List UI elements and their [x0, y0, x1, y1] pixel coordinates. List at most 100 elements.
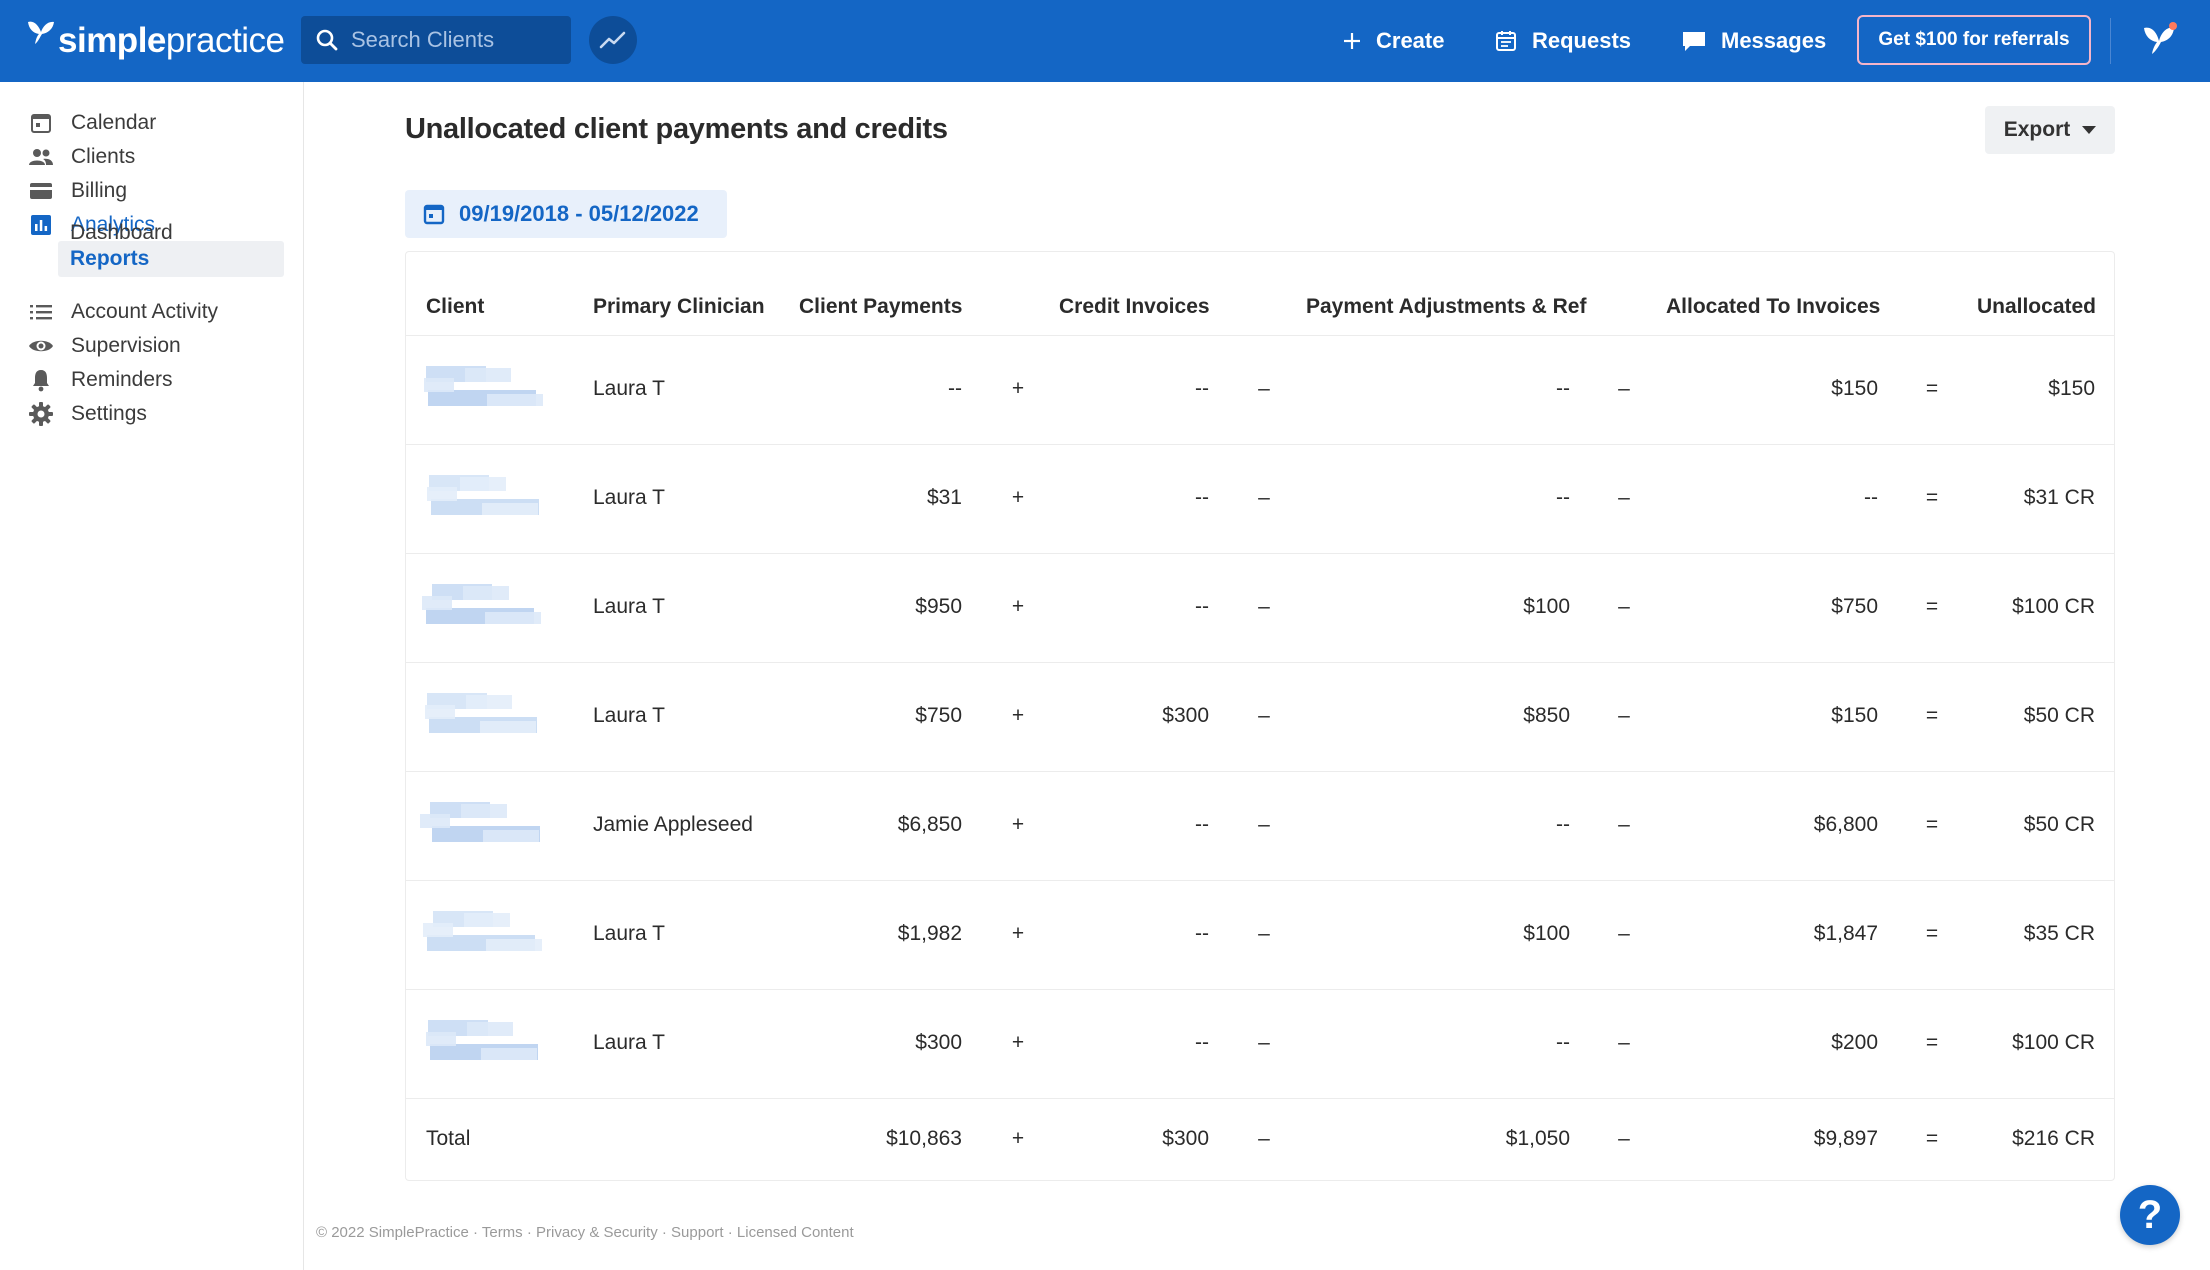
client-name-redacted[interactable]	[420, 469, 540, 533]
table-row[interactable]: Laura T $1,982 + -- – $100 – $1,847 = $35 CR	[406, 880, 2114, 989]
cell-credit-invoices: --	[1195, 813, 1209, 836]
cell-allocated-to-invoices: $150	[1831, 704, 1878, 727]
sidebar-subitem-label: Dashboard	[70, 221, 173, 244]
cell-allocated-to-invoices: $200	[1831, 1031, 1878, 1054]
plus-operator: +	[1011, 1127, 1025, 1150]
brand-logo[interactable]: simple practice	[26, 17, 285, 65]
cell-allocated-to-invoices: $1,847	[1813, 922, 1878, 945]
cell-client-payments: $31	[926, 486, 962, 509]
cell-allocated-to-invoices: --	[1864, 486, 1878, 509]
sidebar-item-label: Settings	[71, 402, 147, 425]
equals-operator: =	[1925, 922, 1939, 945]
sidebar-item-settings[interactable]: Settings	[28, 394, 147, 434]
cell-total-payment-adjustments: $1,050	[1505, 1127, 1570, 1150]
table-row[interactable]: Jamie Appleseed $6,850 + -- – -- – $6,800 = $50 C…	[406, 771, 2114, 880]
client-name-redacted[interactable]	[420, 578, 541, 642]
cell-unallocated: $100 CR	[2012, 1031, 2095, 1054]
search-input[interactable]	[351, 27, 561, 53]
column-header-credit-invoices[interactable]: Credit Invoices	[1059, 295, 1210, 318]
cell-payment-adjustments: --	[1556, 813, 1570, 836]
cell-unallocated: $100 CR	[2012, 595, 2095, 618]
sidebar-item-calendar[interactable]: Calendar	[28, 103, 156, 143]
profile-butterfly-icon[interactable]	[2140, 20, 2180, 60]
sidebar-item-analytics[interactable]: Analytics	[28, 205, 155, 245]
messages-button[interactable]: Messages	[1681, 22, 1826, 60]
analytics-shortcut-button[interactable]	[589, 16, 637, 64]
minus-operator: –	[1258, 813, 1270, 836]
cell-payment-adjustments: $100	[1523, 595, 1570, 618]
column-header-client[interactable]: Client	[426, 295, 485, 318]
eye-icon	[28, 333, 54, 359]
table-row[interactable]: Laura T $750 + $300 – $850 – $150 = $50 CR	[406, 662, 2114, 771]
minus-operator: –	[1258, 1127, 1270, 1150]
sidebar-item-account-activity[interactable]: Account Activity	[28, 292, 218, 332]
plus-operator: +	[1011, 377, 1025, 400]
referral-button[interactable]: Get $100 for referrals	[1857, 15, 2091, 65]
cell-payment-adjustments: --	[1556, 486, 1570, 509]
table-row[interactable]: Laura T $31 + -- – -- – -- = $31 CR	[406, 444, 2114, 553]
date-range-picker[interactable]: 09/19/2018 - 05/12/2022	[405, 190, 727, 238]
table-row[interactable]: Laura T $950 + -- – $100 – $750 = $100 CR	[406, 553, 2114, 662]
sidebar-subitem-dashboard[interactable]: Dashboard	[58, 215, 284, 251]
plus-operator: +	[1011, 922, 1025, 945]
create-label: Create	[1376, 28, 1445, 53]
plus-operator: +	[1011, 595, 1025, 618]
cell-payment-adjustments: $100	[1523, 922, 1570, 945]
minus-operator: –	[1618, 377, 1630, 400]
minus-operator: –	[1618, 1031, 1630, 1054]
cell-primary-clinician: Laura T	[593, 595, 665, 618]
cell-allocated-to-invoices: $150	[1831, 377, 1878, 400]
cell-unallocated: $31 CR	[2023, 486, 2095, 509]
sidebar-item-label: Clients	[71, 145, 136, 168]
column-header-primary-clinician[interactable]: Primary Clinician	[593, 295, 765, 318]
cell-unallocated: $35 CR	[2023, 922, 2095, 945]
requests-button[interactable]: Requests	[1494, 22, 1631, 60]
cell-payment-adjustments: $850	[1523, 704, 1570, 727]
bell-icon	[28, 367, 54, 393]
client-name-redacted[interactable]	[420, 687, 540, 751]
cell-credit-invoices: --	[1195, 377, 1209, 400]
client-name-redacted[interactable]	[420, 1014, 540, 1078]
cell-client-payments: $1,982	[897, 922, 962, 945]
sidebar-item-reminders[interactable]: Reminders	[28, 360, 173, 400]
page-title: Unallocated client payments and credits	[405, 113, 948, 145]
column-header-client-payments[interactable]: Client Payments	[799, 295, 963, 318]
client-name-redacted[interactable]	[420, 360, 543, 424]
sidebar-item-clients[interactable]: Clients	[28, 137, 135, 177]
minus-operator: –	[1618, 704, 1630, 727]
help-button[interactable]: ?	[2120, 1185, 2180, 1245]
sidebar-item-billing[interactable]: Billing	[28, 171, 127, 211]
cell-payment-adjustments: --	[1556, 377, 1570, 400]
topbar-divider	[2110, 18, 2111, 64]
calendar-icon	[423, 204, 445, 225]
create-button[interactable]: Create	[1342, 22, 1444, 60]
client-name-redacted[interactable]	[420, 796, 540, 860]
calendar-icon	[28, 110, 54, 136]
sidebar-item-supervision[interactable]: Supervision	[28, 326, 181, 366]
cell-client-payments: $950	[915, 595, 962, 618]
column-header-unallocated[interactable]: Unallocated	[1976, 295, 2096, 318]
search-box[interactable]	[301, 16, 571, 64]
cell-credit-invoices: --	[1195, 922, 1209, 945]
minus-operator: –	[1258, 704, 1270, 727]
butterfly-logo-icon	[28, 21, 54, 44]
footer-links[interactable]: © 2022 SimplePractice · Terms · Privacy …	[316, 1224, 854, 1241]
table-row[interactable]: Laura T $300 + -- – -- – $200 = $100 CR	[406, 989, 2114, 1098]
column-header-payment-adjustments[interactable]: Payment Adjustments & Ref	[1306, 295, 1587, 318]
minus-operator: –	[1258, 1031, 1270, 1054]
cell-client-payments: $6,850	[897, 813, 962, 836]
plus-operator: +	[1011, 486, 1025, 509]
sidebar-item-label: Billing	[71, 179, 128, 202]
client-name-redacted[interactable]	[420, 905, 542, 969]
cell-primary-clinician: Laura T	[593, 922, 665, 945]
cell-credit-invoices: --	[1195, 1031, 1209, 1054]
total-label: Total	[426, 1127, 471, 1150]
export-dropdown-button[interactable]: Export	[1985, 106, 2115, 154]
sidebar-subitem-reports[interactable]: Reports	[58, 241, 284, 277]
column-header-allocated-to-invoices[interactable]: Allocated To Invoices	[1666, 295, 1881, 318]
equals-operator: =	[1925, 813, 1939, 836]
table-row[interactable]: Laura T -- + -- – -- – $150 = $150	[406, 335, 2114, 444]
cell-total-allocated: $9,897	[1813, 1127, 1878, 1150]
cell-client-payments: $750	[915, 704, 962, 727]
